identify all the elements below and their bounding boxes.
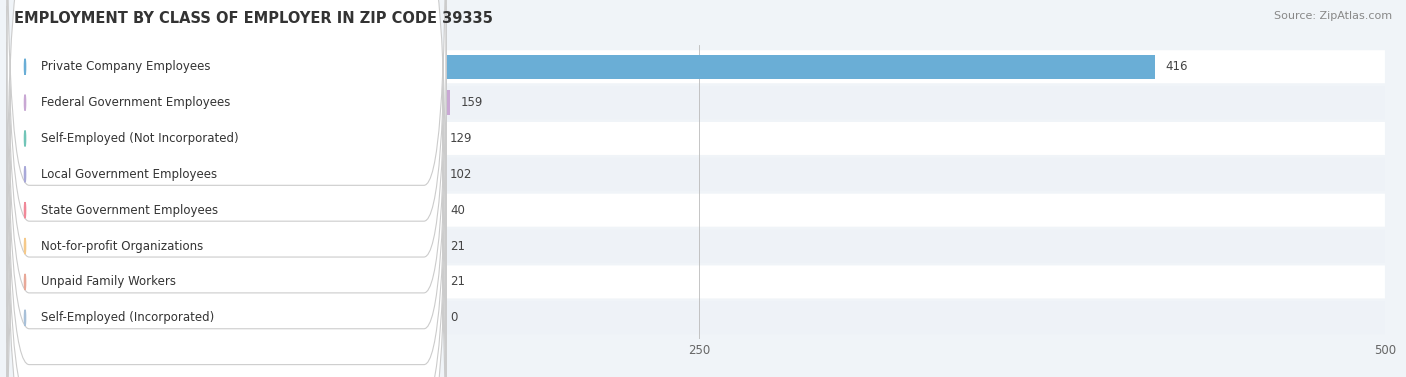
FancyBboxPatch shape [7, 113, 446, 377]
Text: 40: 40 [450, 204, 465, 217]
Text: Source: ZipAtlas.com: Source: ZipAtlas.com [1274, 11, 1392, 21]
FancyBboxPatch shape [14, 158, 1385, 191]
FancyBboxPatch shape [14, 265, 1385, 299]
FancyBboxPatch shape [7, 78, 446, 377]
Text: 0: 0 [450, 311, 457, 324]
Bar [14, 90, 450, 115]
Text: Private Company Employees: Private Company Employees [42, 60, 211, 73]
FancyBboxPatch shape [7, 6, 446, 343]
Text: 102: 102 [450, 168, 472, 181]
Text: 159: 159 [461, 96, 484, 109]
Text: 21: 21 [450, 239, 465, 253]
FancyBboxPatch shape [14, 230, 1385, 262]
FancyBboxPatch shape [7, 0, 446, 235]
FancyBboxPatch shape [14, 86, 1385, 119]
FancyBboxPatch shape [7, 42, 446, 377]
FancyBboxPatch shape [14, 122, 1385, 155]
Text: State Government Employees: State Government Employees [42, 204, 218, 217]
Bar [14, 234, 72, 258]
FancyBboxPatch shape [7, 149, 446, 377]
Bar [14, 162, 294, 187]
Bar [14, 270, 72, 294]
Text: Self-Employed (Not Incorporated): Self-Employed (Not Incorporated) [42, 132, 239, 145]
Text: Local Government Employees: Local Government Employees [42, 168, 218, 181]
Text: 416: 416 [1166, 60, 1188, 73]
Text: Self-Employed (Incorporated): Self-Employed (Incorporated) [42, 311, 215, 324]
FancyBboxPatch shape [14, 50, 1385, 83]
FancyBboxPatch shape [14, 301, 1385, 334]
Text: 21: 21 [450, 276, 465, 288]
Bar [14, 55, 1154, 79]
FancyBboxPatch shape [14, 194, 1385, 227]
FancyBboxPatch shape [7, 0, 446, 307]
Bar [14, 198, 124, 222]
FancyBboxPatch shape [7, 0, 446, 271]
Text: EMPLOYMENT BY CLASS OF EMPLOYER IN ZIP CODE 39335: EMPLOYMENT BY CLASS OF EMPLOYER IN ZIP C… [14, 11, 494, 26]
Text: 129: 129 [450, 132, 472, 145]
Text: Not-for-profit Organizations: Not-for-profit Organizations [42, 239, 204, 253]
Text: Unpaid Family Workers: Unpaid Family Workers [42, 276, 177, 288]
Bar [14, 126, 368, 151]
Text: Federal Government Employees: Federal Government Employees [42, 96, 231, 109]
